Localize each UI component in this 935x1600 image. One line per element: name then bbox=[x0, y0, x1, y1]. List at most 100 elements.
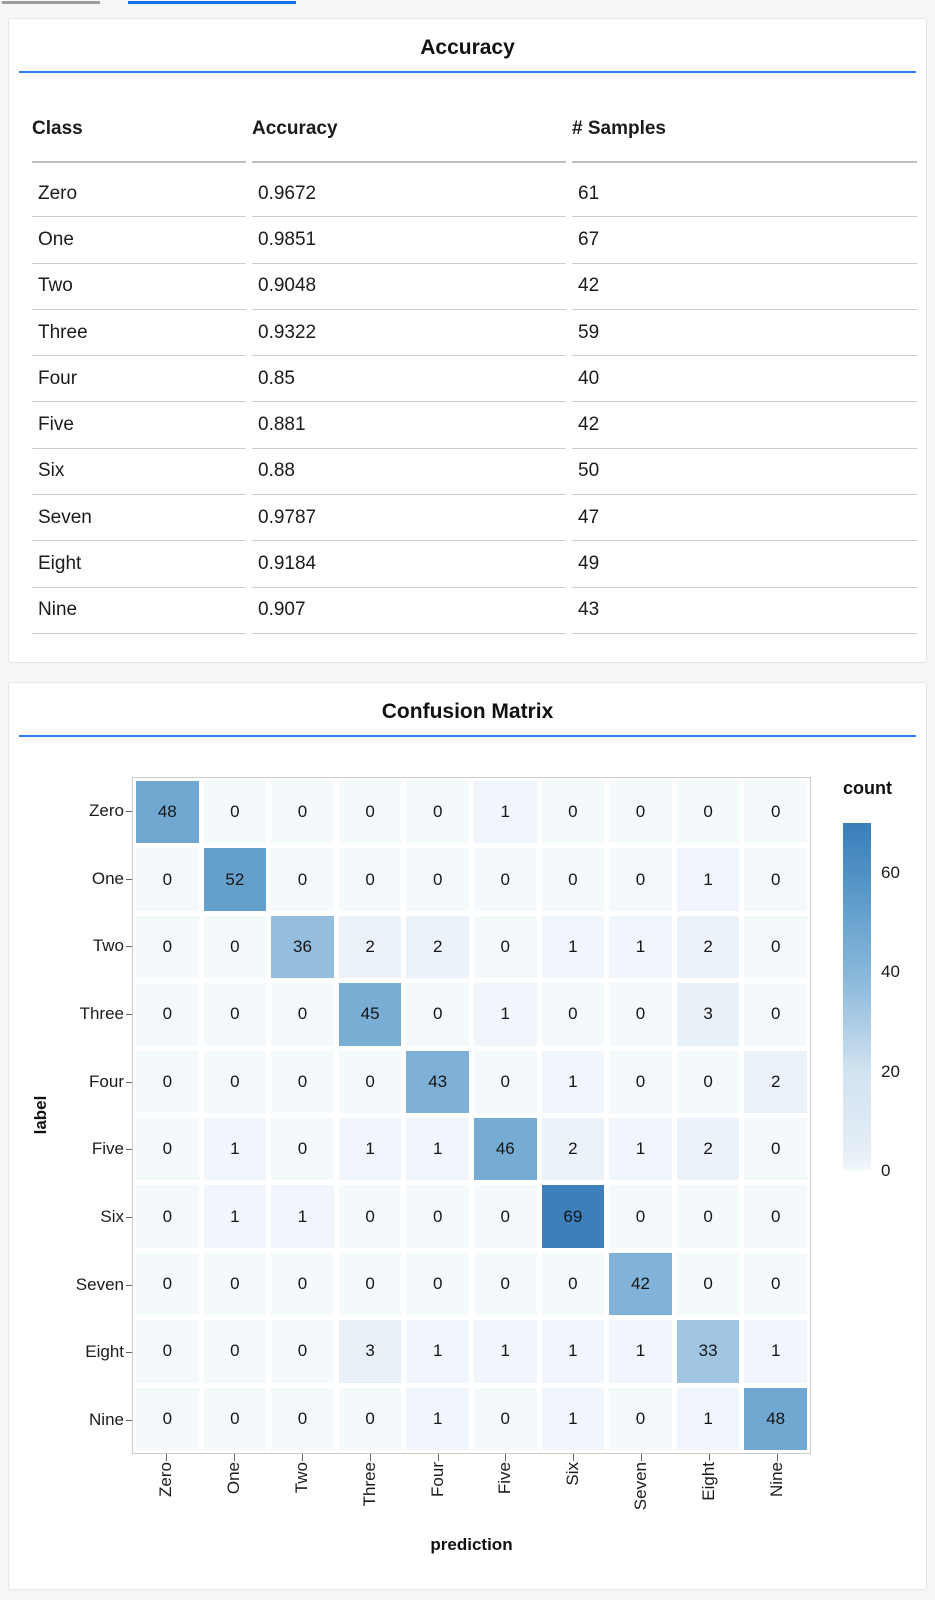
heatmap-cell-five-two: 0 bbox=[271, 1118, 334, 1181]
heatmap-cell-three-eight: 3 bbox=[676, 983, 740, 1046]
heatmap-cell-four-zero: 0 bbox=[136, 1050, 199, 1113]
heatmap-cell-five-five: 46 bbox=[473, 1118, 537, 1181]
sample-count-cell: 50 bbox=[572, 449, 917, 496]
y-tick-label-eight: Eight bbox=[85, 1342, 124, 1362]
y-tick-label-two: Two bbox=[92, 936, 124, 956]
column-header--samples: # Samples bbox=[572, 97, 917, 163]
sample-count-cell: 67 bbox=[572, 217, 917, 264]
heatmap-plot-area: 48 0 0 0 0 1 0 0 0 0 0 52 0 0 0 0 0 0 1 0 0 0 36 2 2 0 1 1 2 0 0 0 0 45 0 1… bbox=[132, 777, 811, 1454]
heatmap-cell-zero-three: 0 bbox=[338, 781, 402, 844]
y-tick-label-nine: Nine bbox=[89, 1410, 124, 1430]
heatmap-cell-seven-eight: 0 bbox=[676, 1252, 740, 1316]
heatmap-cell-six-three: 0 bbox=[338, 1185, 402, 1248]
heatmap-cell-eight-nine: 1 bbox=[744, 1320, 807, 1383]
heatmap-cell-four-nine: 2 bbox=[744, 1050, 807, 1113]
heatmap-cell-one-four: 0 bbox=[406, 848, 469, 911]
heatmap-cell-six-six: 69 bbox=[541, 1185, 605, 1248]
accuracy-value-cell: 0.9048 bbox=[252, 264, 566, 310]
heatmap-cell-six-nine: 0 bbox=[744, 1185, 807, 1248]
colorbar-title: count bbox=[843, 778, 892, 798]
heatmap-cell-three-seven: 0 bbox=[609, 983, 672, 1046]
class-name-cell: Four bbox=[32, 356, 246, 403]
heatmap-cell-three-five: 1 bbox=[473, 983, 537, 1046]
heatmap-cell-four-seven: 0 bbox=[609, 1050, 672, 1113]
heatmap-cell-zero-four: 0 bbox=[406, 781, 469, 844]
heatmap-cell-seven-three: 0 bbox=[338, 1252, 402, 1316]
heatmap-cell-zero-six: 0 bbox=[541, 781, 605, 844]
tab-underline-active[interactable] bbox=[128, 1, 296, 4]
accuracy-table: Class Accuracy # Samples Zero 0.9672 61 One 0.… bbox=[32, 97, 917, 634]
accuracy-value-cell: 0.88 bbox=[252, 449, 566, 496]
heatmap-cell-six-seven: 0 bbox=[609, 1185, 672, 1248]
heatmap-cell-two-eight: 2 bbox=[676, 915, 740, 979]
heatmap-cell-eight-six: 1 bbox=[541, 1320, 605, 1383]
heatmap-cell-eight-eight: 33 bbox=[676, 1320, 740, 1383]
x-tick-mark bbox=[777, 1454, 779, 1461]
heatmap-cell-eight-four: 1 bbox=[406, 1320, 469, 1383]
heatmap-cell-two-one: 0 bbox=[203, 915, 267, 979]
x-tick-mark bbox=[505, 1454, 507, 1461]
heatmap-cell-four-one: 0 bbox=[203, 1050, 267, 1113]
heatmap-cell-three-four: 0 bbox=[406, 983, 469, 1046]
y-tick-mark bbox=[126, 1013, 132, 1015]
heatmap-cell-eight-seven: 1 bbox=[609, 1320, 672, 1383]
heatmap-cell-five-zero: 0 bbox=[136, 1118, 199, 1181]
heatmap-cell-three-nine: 0 bbox=[744, 983, 807, 1046]
heatmap-cell-four-six: 1 bbox=[541, 1050, 605, 1113]
heatmap-cell-six-zero: 0 bbox=[136, 1185, 199, 1248]
heatmap-cell-seven-four: 0 bbox=[406, 1252, 469, 1316]
y-tick-mark bbox=[126, 946, 132, 948]
heatmap-cell-seven-two: 0 bbox=[271, 1252, 334, 1316]
heatmap-cell-two-zero: 0 bbox=[136, 915, 199, 979]
heatmap-cell-nine-six: 1 bbox=[541, 1387, 605, 1450]
accuracy-table-body: Zero 0.9672 61 One 0.9851 67 Two 0.9048 42 Three 0… bbox=[32, 171, 917, 634]
heatmap-cell-one-three: 0 bbox=[338, 848, 402, 911]
heatmap-cell-three-three: 45 bbox=[338, 983, 402, 1046]
heatmap-cell-six-five: 0 bbox=[473, 1185, 537, 1248]
heatmap-cell-one-one: 52 bbox=[203, 848, 267, 911]
y-tick-label-six: Six bbox=[100, 1207, 124, 1227]
heatmap-cell-five-four: 1 bbox=[406, 1118, 469, 1181]
heatmap-cell-seven-seven: 42 bbox=[609, 1252, 672, 1316]
panel-title-accuracy: Accuracy bbox=[420, 36, 515, 59]
heatmap-cell-one-seven: 0 bbox=[609, 848, 672, 911]
x-tick-label-five: Five bbox=[495, 1462, 515, 1495]
x-tick-label-one: One bbox=[223, 1462, 243, 1495]
x-tick-mark bbox=[641, 1454, 643, 1461]
x-tick-mark bbox=[233, 1454, 235, 1461]
heatmap-cell-nine-eight: 1 bbox=[676, 1387, 740, 1450]
heatmap-cell-two-five: 0 bbox=[473, 915, 537, 979]
heatmap-cell-seven-nine: 0 bbox=[744, 1252, 807, 1316]
sample-count-cell: 43 bbox=[572, 588, 917, 634]
x-tick-label-two: Two bbox=[291, 1462, 311, 1494]
heatmap-cell-seven-six: 0 bbox=[541, 1252, 605, 1316]
column-header-class: Class bbox=[32, 97, 246, 163]
heatmap-cell-one-nine: 0 bbox=[744, 848, 807, 911]
x-tick-mark bbox=[165, 1454, 167, 1461]
class-name-cell: Six bbox=[32, 449, 246, 496]
x-tick-mark bbox=[709, 1454, 711, 1461]
heatmap-cell-three-zero: 0 bbox=[136, 983, 199, 1046]
heatmap-cell-four-five: 0 bbox=[473, 1050, 537, 1113]
heatmap-cell-five-six: 2 bbox=[541, 1118, 605, 1181]
x-tick-label-three: Three bbox=[359, 1462, 379, 1507]
heatmap-cell-six-eight: 0 bbox=[676, 1185, 740, 1248]
heatmap-cell-two-three: 2 bbox=[338, 915, 402, 979]
x-tick-mark bbox=[301, 1454, 303, 1461]
y-tick-mark bbox=[126, 1420, 132, 1422]
class-name-cell: One bbox=[32, 217, 246, 264]
y-tick-mark bbox=[126, 1352, 132, 1354]
heatmap-cell-five-three: 1 bbox=[338, 1118, 402, 1181]
class-name-cell: Three bbox=[32, 310, 246, 357]
heatmap-cell-two-seven: 1 bbox=[609, 915, 672, 979]
accuracy-value-cell: 0.9322 bbox=[252, 310, 566, 357]
class-name-cell: Eight bbox=[32, 541, 246, 588]
sample-count-cell: 61 bbox=[572, 171, 917, 218]
accuracy-panel: Accuracy Class Accuracy # Samples Zero 0.96… bbox=[8, 18, 927, 663]
y-tick-mark bbox=[126, 878, 132, 880]
heatmap-cell-six-four: 0 bbox=[406, 1185, 469, 1248]
tab-underline-inactive[interactable] bbox=[2, 1, 100, 4]
heatmap-cell-six-one: 1 bbox=[203, 1185, 267, 1248]
sample-count-cell: 59 bbox=[572, 310, 917, 357]
heatmap-cell-zero-nine: 0 bbox=[744, 781, 807, 844]
